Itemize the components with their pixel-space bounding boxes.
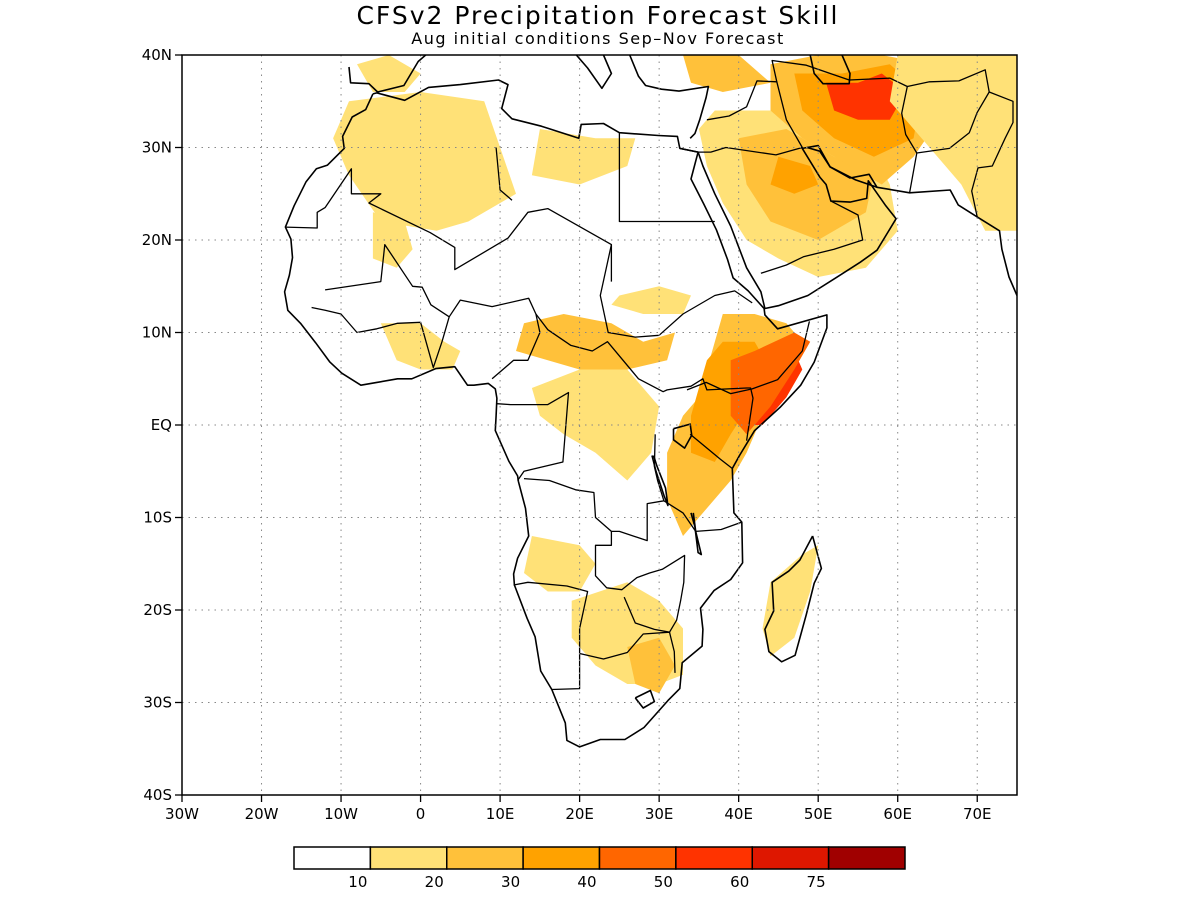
mediterranean-north-coast — [348, 55, 710, 139]
lesotho-border — [634, 689, 656, 709]
border-ethiopia-kenya — [686, 321, 811, 395]
map-plot-area — [181, 54, 1071, 796]
lon-tick-label: 0 — [416, 805, 426, 823]
lat-tick-label: 40S — [143, 786, 172, 804]
lake-victoria — [672, 423, 693, 449]
border-west-africa — [311, 243, 450, 369]
colorbar-swatch — [675, 846, 753, 870]
madagascar-coastline — [764, 535, 823, 663]
longitude-tick-labels: 30W 20W 10W 0 10E 20E 30E 40E 50E 60E 70E — [165, 795, 992, 823]
border-sahara — [285, 168, 613, 282]
colorbar-swatch — [827, 846, 906, 870]
shade-sahel-central — [516, 314, 675, 370]
shade-angola — [524, 536, 596, 592]
border-zambia-angola — [594, 531, 686, 633]
latitude-tick-labels: 40N 30N 20N 10N EQ 10S 20S 30S 40S — [142, 46, 182, 804]
colorbar-label: 60 — [730, 873, 749, 891]
colorbar-swatch — [522, 846, 601, 870]
shade-lesotho — [627, 637, 675, 694]
shade-turkey — [683, 55, 771, 92]
border-iran — [771, 59, 918, 193]
colorbar-label: 75 — [807, 873, 826, 891]
border-namibia-botswana — [513, 581, 589, 691]
figure-subtitle: Aug initial conditions Sep–Nov Forecast — [411, 29, 784, 48]
colorbar-legend: 10 20 30 40 50 60 75 — [293, 846, 906, 891]
persian-gulf-east-coast — [806, 146, 878, 188]
colorbar-label: 50 — [654, 873, 673, 891]
caspian-coastline — [809, 55, 851, 85]
lon-tick-label: 10E — [486, 805, 515, 823]
shade-sahel-west — [380, 323, 461, 370]
shade-somalia-50 — [730, 332, 811, 435]
border-south-africa — [579, 631, 676, 673]
border-pakistan-india — [971, 91, 1014, 218]
border-tanzania-mozambique — [663, 500, 743, 533]
lon-tick-label: 10W — [324, 805, 358, 823]
lat-tick-label: 40N — [142, 46, 172, 64]
colorbar-label: 10 — [348, 873, 367, 891]
lon-tick-label: 20W — [245, 805, 279, 823]
border-arabia — [698, 80, 803, 156]
lon-tick-label: 50E — [804, 805, 833, 823]
lat-tick-label: EQ — [151, 416, 172, 434]
africa-coastline — [283, 79, 828, 748]
shade-sahara-west — [372, 212, 413, 268]
lat-tick-label: 30S — [143, 694, 172, 712]
border-libya-west — [495, 147, 513, 201]
colorbar-label: 30 — [501, 873, 520, 891]
shade-arabia-max — [770, 156, 819, 194]
lon-tick-label: 30W — [165, 805, 199, 823]
shade-congo — [531, 369, 660, 481]
colorbar-swatch — [751, 846, 830, 870]
coastline-layer — [283, 55, 1071, 748]
border-central-africa — [535, 313, 754, 441]
lake-malawi — [690, 512, 703, 556]
border-cameroon-gabon — [496, 391, 570, 481]
colorbar-swatch — [369, 846, 448, 870]
lat-tick-label: 10N — [142, 324, 172, 342]
lat-lon-gridlines — [182, 55, 1017, 795]
sri-lanka — [1056, 334, 1071, 369]
colorbar-swatch — [598, 846, 677, 870]
colorbar-label: 40 — [577, 873, 596, 891]
shade-iran-max — [826, 73, 906, 120]
colorbar-label: 20 — [425, 873, 444, 891]
shade-sudan — [611, 286, 691, 314]
shade-libya-egypt — [531, 129, 636, 185]
lon-tick-label: 20E — [565, 805, 594, 823]
lat-tick-label: 30N — [142, 139, 172, 157]
border-saudi-yemen — [760, 200, 864, 274]
shade-madagascar — [762, 545, 819, 657]
arabia-coastline — [679, 144, 1017, 310]
lon-tick-label: 70E — [963, 805, 992, 823]
lat-tick-label: 10S — [143, 509, 172, 527]
lat-tick-label: 20S — [143, 601, 172, 619]
lon-tick-label: 30E — [645, 805, 674, 823]
colorbar-swatch — [293, 846, 372, 870]
border-drc-east — [523, 434, 665, 542]
border-kenya-tanzania — [689, 433, 733, 470]
lon-tick-label: 40E — [724, 805, 753, 823]
lon-tick-label: 60E — [883, 805, 912, 823]
lat-tick-label: 20N — [142, 231, 172, 249]
colorbar-swatch — [446, 846, 524, 870]
figure-title: CFSv2 Precipitation Forecast Skill — [356, 1, 839, 30]
border-libya-egypt — [618, 132, 715, 223]
